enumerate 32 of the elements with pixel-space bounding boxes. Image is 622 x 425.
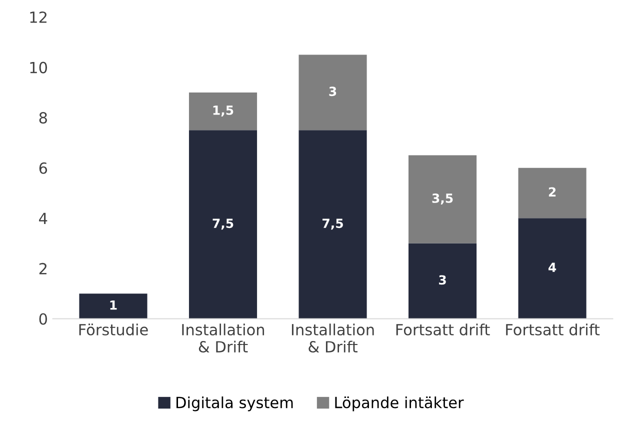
data-label: 1,5 bbox=[213, 106, 234, 117]
bar bbox=[188, 130, 258, 319]
y-tick-label: 4 bbox=[39, 212, 48, 224]
bar bbox=[298, 130, 367, 319]
bar bbox=[518, 218, 586, 319]
bar bbox=[188, 92, 258, 130]
y-tick-label: 0 bbox=[39, 313, 47, 325]
y-tick-label: 6 bbox=[39, 162, 48, 174]
legend-label: Löpande intäkter bbox=[335, 396, 464, 412]
data-label: 3 bbox=[439, 275, 446, 285]
y-tick-label: 2 bbox=[39, 262, 46, 274]
data-label: 3 bbox=[329, 86, 336, 96]
data-label: 4 bbox=[548, 262, 556, 272]
data-label: 2 bbox=[548, 187, 556, 196]
data-label: 7,5 bbox=[322, 218, 343, 230]
data-label: 1 bbox=[110, 300, 117, 310]
y-tick-label: 8 bbox=[39, 112, 47, 124]
bar bbox=[79, 294, 148, 319]
x-tick-label: Installation & Drift bbox=[182, 324, 264, 353]
x-tick-label: Förstudie bbox=[79, 324, 148, 336]
x-tick-label: Fortsatt drift bbox=[396, 324, 490, 336]
x-tick-label: Fortsatt drift bbox=[506, 324, 600, 336]
bar bbox=[408, 155, 477, 244]
data-label: 7,5 bbox=[212, 218, 234, 230]
bar bbox=[408, 243, 477, 319]
data-label: 3,5 bbox=[432, 193, 453, 205]
y-tick-label: 12 bbox=[30, 11, 46, 23]
legend-label: Digitala system bbox=[176, 396, 293, 412]
y-tick-label: 10 bbox=[30, 62, 47, 74]
bar bbox=[518, 168, 586, 218]
bar bbox=[298, 54, 367, 130]
x-tick-label: Installation & Drift bbox=[292, 324, 374, 353]
